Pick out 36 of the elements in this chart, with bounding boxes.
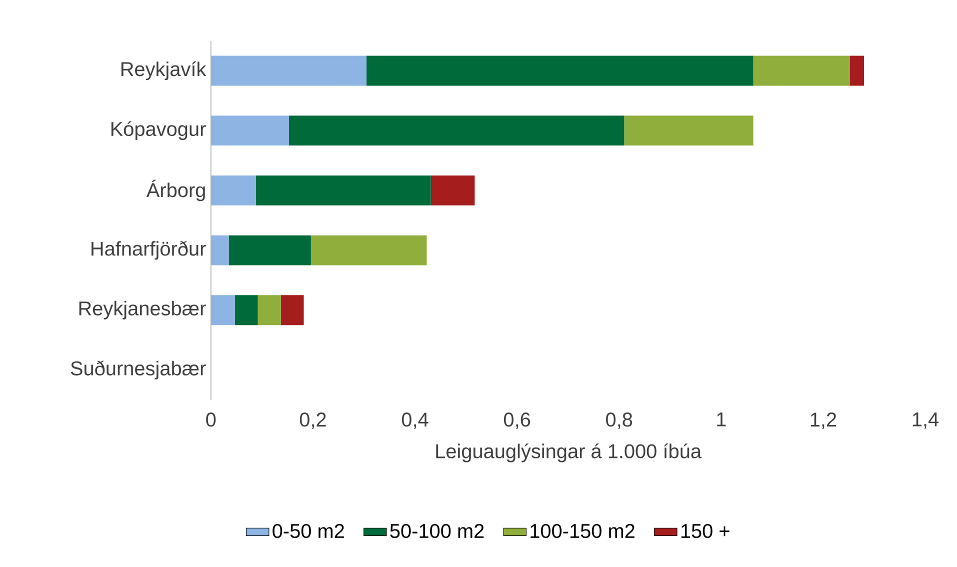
y-tick-label: Kópavogur bbox=[111, 121, 206, 140]
x-tick-label: 0 bbox=[206, 412, 216, 427]
bar bbox=[258, 295, 281, 326]
y-tick-label: Suðurnesjabær bbox=[70, 360, 206, 380]
y-tick-label: Reykjanesbær bbox=[79, 300, 206, 320]
bar bbox=[753, 56, 850, 86]
x-axis-title: Leiguauglýsingar á 1.000 íbúa bbox=[436, 443, 702, 462]
bar bbox=[366, 56, 754, 86]
y-tick-label: Hafnarfjörður bbox=[92, 240, 206, 260]
x-tick-label: 0,4 bbox=[402, 412, 428, 430]
x-tick-label: 0,6 bbox=[504, 412, 530, 430]
bar bbox=[288, 116, 624, 146]
bar bbox=[210, 235, 229, 266]
bar bbox=[210, 56, 367, 86]
bar bbox=[280, 295, 304, 326]
bar bbox=[256, 176, 431, 206]
legend-label: 100-150 m2 bbox=[530, 524, 634, 538]
bar bbox=[430, 176, 475, 206]
bar bbox=[210, 116, 289, 146]
bar bbox=[624, 116, 754, 146]
legend-label: 0-50 m2 bbox=[272, 524, 344, 538]
x-tick-label: 0,2 bbox=[300, 412, 326, 430]
x-tick-label: 1 bbox=[717, 412, 726, 426]
bar bbox=[850, 56, 864, 86]
bar bbox=[234, 295, 258, 326]
x-tick-label: 1,4 bbox=[912, 412, 939, 429]
bar bbox=[228, 235, 311, 266]
bar bbox=[310, 235, 427, 266]
y-tick-label: Árborg bbox=[146, 180, 205, 202]
bar bbox=[210, 295, 235, 326]
legend-label: 150 + bbox=[681, 524, 730, 538]
legend-label: 50-100 m2 bbox=[390, 524, 484, 538]
y-tick-label: Reykjavík bbox=[121, 61, 206, 80]
x-tick-label: 1,2 bbox=[810, 412, 836, 430]
bar bbox=[210, 176, 256, 206]
x-tick-label: 0,8 bbox=[606, 412, 632, 430]
